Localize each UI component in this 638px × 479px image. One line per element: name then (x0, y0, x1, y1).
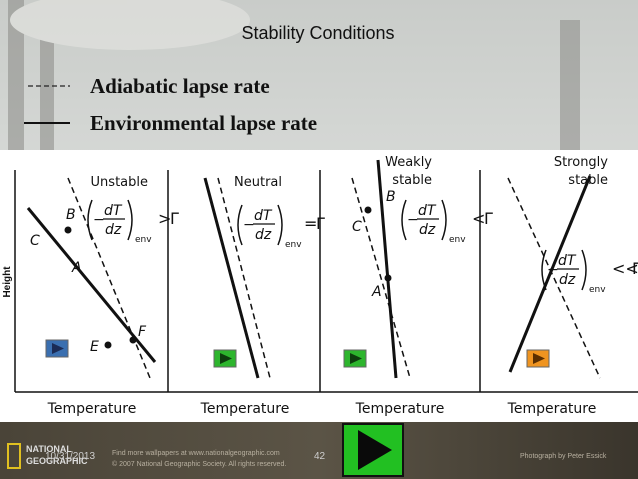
panel-title: Unstable (91, 175, 148, 190)
play-icon (220, 353, 232, 364)
subscript: env (449, 235, 466, 245)
panel-title: stable (392, 173, 432, 188)
x-axis-label: Temperature (355, 401, 445, 417)
photo-credit: Photograph by Peter Essick (520, 453, 607, 460)
subscript: env (285, 240, 302, 250)
formula: −dT dz env=Γ (237, 204, 325, 250)
panel-title: Strongly (554, 155, 608, 170)
paren (87, 199, 93, 241)
point-label: E (90, 339, 99, 355)
paren (581, 249, 587, 291)
minus-sign: − (407, 212, 419, 228)
play-icon (350, 353, 362, 364)
numerator: dT (558, 253, 577, 269)
denominator: dz (419, 222, 436, 238)
denominator: dz (255, 227, 272, 243)
numerator: dT (418, 203, 437, 219)
numerator: dT (254, 208, 273, 224)
gamma: Γ (170, 209, 179, 228)
slide-number: 42 (314, 451, 326, 462)
wallpaper-text: Find more wallpapers at www.nationalgeog… (112, 450, 280, 457)
paren (541, 249, 547, 291)
paren (237, 204, 243, 246)
minus-sign: − (93, 212, 105, 228)
next-icon (358, 430, 392, 470)
panel-titles: Unstable Temperature Neutral Temperature Wea… (47, 155, 609, 417)
panel-title: Weakly (385, 155, 432, 170)
minus-sign: − (243, 217, 255, 233)
comparator: << (612, 259, 638, 278)
slide-date: 10/31/2013 (45, 451, 95, 462)
play-icon (52, 343, 64, 354)
paren (277, 204, 283, 246)
parcel-points (64, 206, 392, 349)
formula: −dT dz env <Γ (401, 199, 493, 245)
comparator: = (304, 214, 317, 233)
formula: −dT dz env >Γ (87, 199, 179, 245)
point-label: B (66, 207, 76, 223)
point-label: A (371, 284, 382, 300)
point-label: C (30, 233, 40, 249)
comparator: < (472, 209, 485, 228)
paren (127, 199, 133, 241)
point-label: A (71, 260, 82, 276)
brand-logo (7, 443, 21, 469)
paren (441, 199, 447, 241)
formula: −dT dz env <<Γ (541, 249, 638, 295)
slide-title: Stability Conditions (241, 23, 394, 43)
brand: GEOGRAPHIC (26, 456, 88, 466)
denominator: dz (559, 272, 576, 288)
paren (401, 199, 407, 241)
subscript: env (135, 235, 152, 245)
copyright: © 2007 National Geographic Society. All … (112, 460, 286, 468)
y-axis-label: Height (2, 266, 13, 298)
point-label: C (352, 219, 362, 235)
gamma: Γ (316, 214, 325, 233)
numerator: dT (104, 203, 123, 219)
diagram-frame (14, 170, 638, 393)
play-icon (533, 353, 545, 364)
minus-sign: − (547, 262, 559, 278)
subscript: env (589, 285, 606, 295)
gamma: Γ (484, 209, 493, 228)
diagram-panel (0, 150, 638, 422)
x-axis-label: Temperature (507, 401, 597, 417)
point-label: B (386, 189, 396, 205)
smokestacks (8, 0, 580, 150)
comparator: > (158, 209, 171, 228)
point-label: F (138, 324, 147, 340)
x-axis-label: Temperature (47, 401, 137, 417)
x-axis-label: Temperature (200, 401, 290, 417)
legend-label: Adiabatic lapse rate (90, 74, 270, 98)
profile-lines (26, 159, 601, 379)
brand: NATIONAL (26, 444, 72, 454)
denominator: dz (105, 222, 122, 238)
panel-title: stable (568, 173, 608, 188)
legend-label: Environmental lapse rate (90, 111, 317, 135)
gamma: Γ (632, 259, 638, 278)
panel-title: Neutral (234, 175, 282, 190)
footer-band (0, 422, 638, 479)
